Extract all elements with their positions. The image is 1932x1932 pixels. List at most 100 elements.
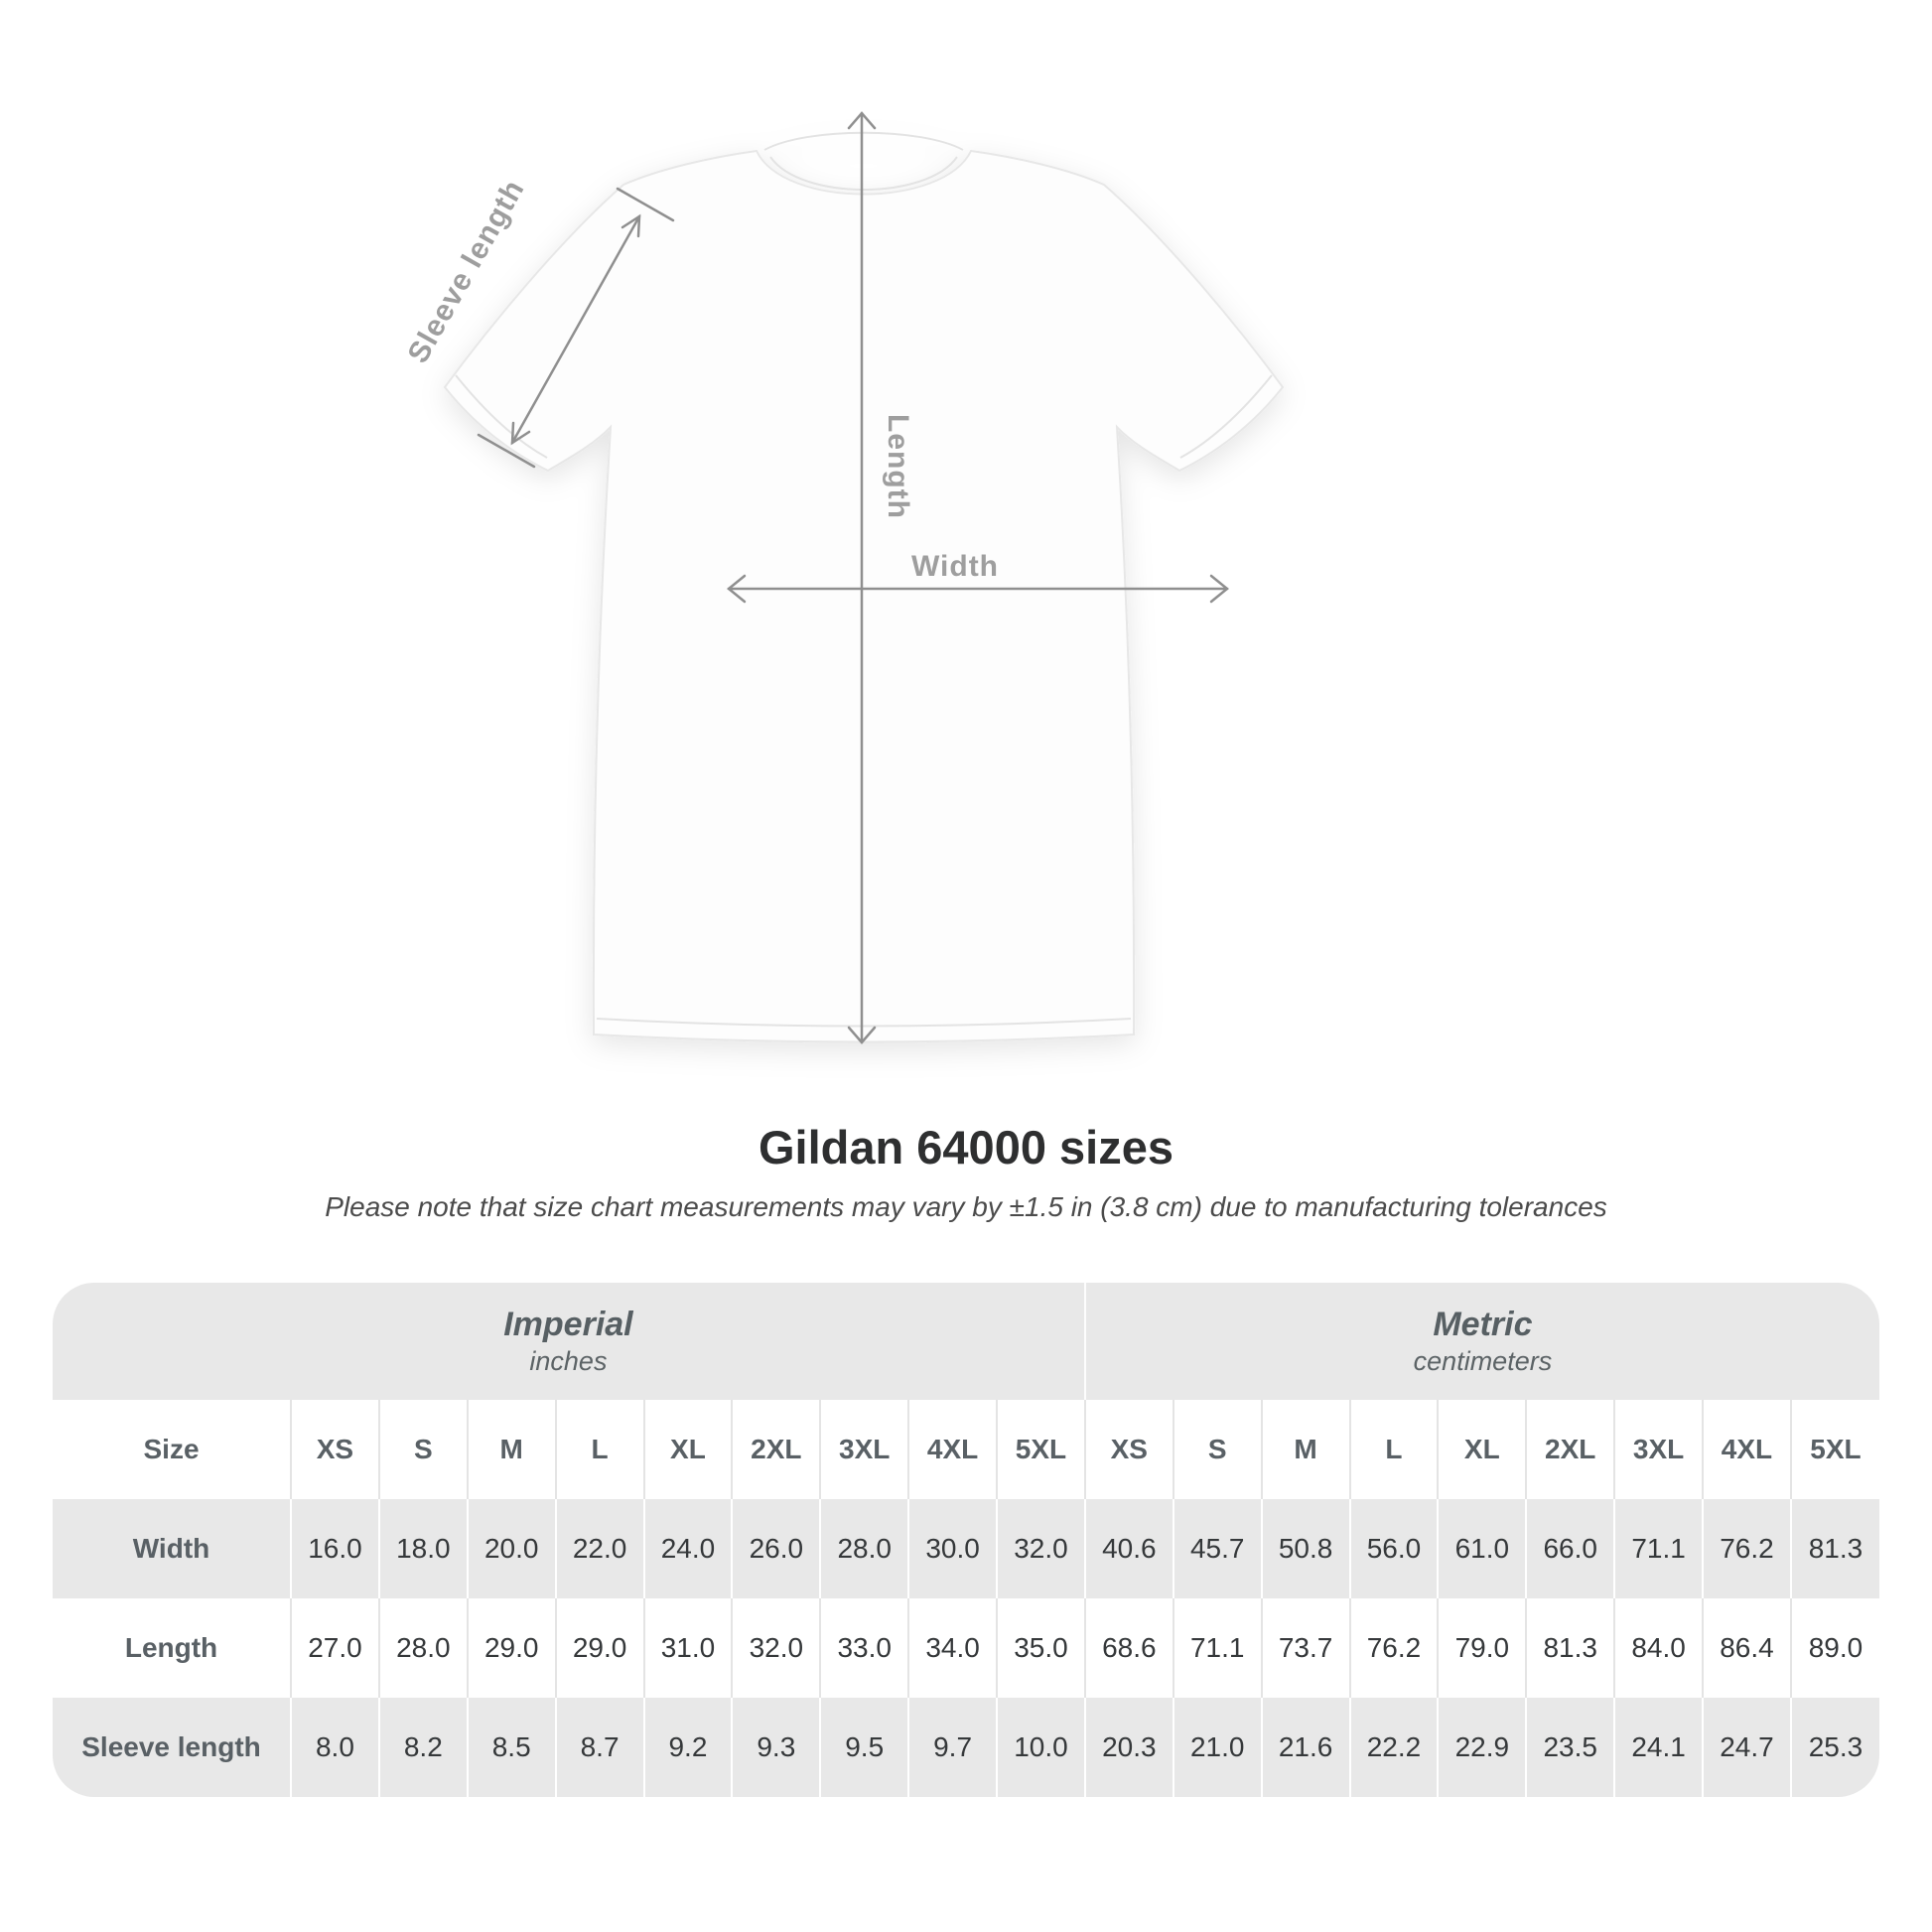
size-header-metric-xl: XL xyxy=(1437,1400,1527,1499)
sleeve-metric-value: 24.7 xyxy=(1702,1698,1791,1797)
size-header-imperial-5xl: 5XL xyxy=(996,1400,1085,1499)
size-table: Imperial inches Metric centimeters Size … xyxy=(53,1283,1879,1797)
size-header-imperial-2xl: 2XL xyxy=(731,1400,821,1499)
width-metric-value: 61.0 xyxy=(1437,1499,1527,1598)
sleeve-imperial-value: 9.2 xyxy=(642,1698,733,1797)
left-sleeve-hem-seam xyxy=(455,374,548,459)
width-metric-value: 71.1 xyxy=(1613,1499,1703,1598)
metric-group-name: Metric xyxy=(1433,1305,1533,1343)
sleeve-imperial-value: 8.0 xyxy=(290,1698,379,1797)
right-sleeve-hem-seam xyxy=(1179,374,1273,459)
collar-inner-seam xyxy=(769,156,958,191)
sleeve-metric-value: 22.2 xyxy=(1348,1698,1439,1797)
sleeve-imperial-value: 8.5 xyxy=(466,1698,556,1797)
tolerance-note: Please note that size chart measurements… xyxy=(325,1191,1607,1222)
page-title: Gildan 64000 sizes xyxy=(758,1121,1174,1173)
length-imperial-value: 34.0 xyxy=(907,1598,997,1698)
length-imperial-value: 28.0 xyxy=(377,1598,468,1698)
width-metric-value: 45.7 xyxy=(1172,1499,1262,1598)
imperial-group-header: Imperial inches xyxy=(53,1283,1085,1400)
width-imperial-value: 32.0 xyxy=(996,1499,1085,1598)
size-header-metric-s: S xyxy=(1172,1400,1262,1499)
unit-group-row: Imperial inches Metric centimeters xyxy=(53,1283,1879,1400)
width-measure-arrow xyxy=(727,574,1229,604)
size-header-metric-xs: XS xyxy=(1083,1400,1173,1499)
length-imperial-value: 33.0 xyxy=(819,1598,909,1698)
width-measurement-row: Width 16.0 18.0 20.0 22.0 24.0 26.0 28.0… xyxy=(53,1499,1879,1598)
size-header-metric-m: M xyxy=(1260,1400,1350,1499)
sleeve-imperial-value: 8.2 xyxy=(377,1698,468,1797)
length-metric-value: 68.6 xyxy=(1083,1598,1173,1698)
length-metric-value: 81.3 xyxy=(1525,1598,1615,1698)
sleeve-length-measurement-row: Sleeve length 8.0 8.2 8.5 8.7 9.2 9.3 9.… xyxy=(53,1698,1879,1797)
size-header-imperial-l: L xyxy=(554,1400,644,1499)
size-header-imperial-xs: XS xyxy=(290,1400,379,1499)
width-imperial-value: 28.0 xyxy=(819,1499,909,1598)
width-imperial-value: 26.0 xyxy=(731,1499,821,1598)
sleeve-metric-value: 23.5 xyxy=(1525,1698,1615,1797)
length-measure-arrow xyxy=(847,111,877,1044)
size-header-metric-3xl: 3XL xyxy=(1613,1400,1703,1499)
width-imperial-value: 18.0 xyxy=(377,1499,468,1598)
size-header-imperial-xl: XL xyxy=(642,1400,733,1499)
size-header-metric-4xl: 4XL xyxy=(1702,1400,1791,1499)
length-metric-value: 71.1 xyxy=(1172,1598,1262,1698)
sleeve-metric-value: 25.3 xyxy=(1789,1698,1879,1797)
length-metric-value: 89.0 xyxy=(1789,1598,1879,1698)
imperial-group-unit: inches xyxy=(529,1346,608,1377)
size-header-row: Size XS S M L XL 2XL 3XL 4XL 5XL XS S M … xyxy=(53,1400,1879,1499)
length-imperial-value: 29.0 xyxy=(554,1598,644,1698)
size-header-imperial-3xl: 3XL xyxy=(819,1400,909,1499)
length-imperial-value: 29.0 xyxy=(466,1598,556,1698)
size-header-imperial-s: S xyxy=(377,1400,468,1499)
length-metric-value: 76.2 xyxy=(1348,1598,1439,1698)
sleeve-metric-value: 20.3 xyxy=(1083,1698,1173,1797)
width-metric-value: 50.8 xyxy=(1260,1499,1350,1598)
length-imperial-value: 32.0 xyxy=(731,1598,821,1698)
length-metric-value: 73.7 xyxy=(1260,1598,1350,1698)
length-metric-value: 79.0 xyxy=(1437,1598,1527,1698)
imperial-group-name: Imperial xyxy=(503,1305,633,1343)
sleeve-metric-value: 24.1 xyxy=(1613,1698,1703,1797)
collar-back-seam xyxy=(763,131,964,151)
sleeve-imperial-value: 9.7 xyxy=(907,1698,997,1797)
width-imperial-value: 30.0 xyxy=(907,1499,997,1598)
length-measurement-row: Length 27.0 28.0 29.0 29.0 31.0 32.0 33.… xyxy=(53,1598,1879,1698)
size-column-label: Size xyxy=(53,1400,291,1499)
width-metric-value: 66.0 xyxy=(1525,1499,1615,1598)
sleeve-metric-value: 21.0 xyxy=(1172,1698,1262,1797)
metric-group-unit: centimeters xyxy=(1413,1346,1553,1377)
sleeve-imperial-value: 9.3 xyxy=(731,1698,821,1797)
sleeve-imperial-value: 10.0 xyxy=(996,1698,1085,1797)
width-row-label: Width xyxy=(53,1499,291,1598)
sleeve-imperial-value: 8.7 xyxy=(554,1698,644,1797)
width-imperial-value: 16.0 xyxy=(290,1499,379,1598)
width-metric-value: 56.0 xyxy=(1348,1499,1439,1598)
width-metric-value: 76.2 xyxy=(1702,1499,1791,1598)
length-label: Length xyxy=(882,414,914,519)
sleeve-length-row-label: Sleeve length xyxy=(53,1698,291,1797)
width-metric-value: 40.6 xyxy=(1083,1499,1173,1598)
length-imperial-value: 35.0 xyxy=(996,1598,1085,1698)
length-metric-value: 86.4 xyxy=(1702,1598,1791,1698)
width-imperial-value: 24.0 xyxy=(642,1499,733,1598)
size-table-container: Imperial inches Metric centimeters Size … xyxy=(53,1283,1879,1797)
size-header-metric-2xl: 2XL xyxy=(1525,1400,1615,1499)
tshirt-body-shape xyxy=(443,149,1285,1043)
length-imperial-value: 31.0 xyxy=(642,1598,733,1698)
sleeve-length-measure-arrow xyxy=(477,187,675,469)
length-row-label: Length xyxy=(53,1598,291,1698)
sleeve-metric-value: 22.9 xyxy=(1437,1698,1527,1797)
tshirt-illustration xyxy=(443,131,1285,1043)
sleeve-imperial-value: 9.5 xyxy=(819,1698,909,1797)
width-metric-value: 81.3 xyxy=(1789,1499,1879,1598)
bottom-hem-seam xyxy=(596,1018,1132,1028)
length-metric-value: 84.0 xyxy=(1613,1598,1703,1698)
tshirt-measurement-diagram: Length Width Sleeve length xyxy=(402,111,1285,1044)
size-header-metric-l: L xyxy=(1348,1400,1439,1499)
size-header-imperial-4xl: 4XL xyxy=(907,1400,997,1499)
size-header-imperial-m: M xyxy=(466,1400,556,1499)
metric-group-header: Metric centimeters xyxy=(1083,1283,1879,1400)
sleeve-metric-value: 21.6 xyxy=(1260,1698,1350,1797)
